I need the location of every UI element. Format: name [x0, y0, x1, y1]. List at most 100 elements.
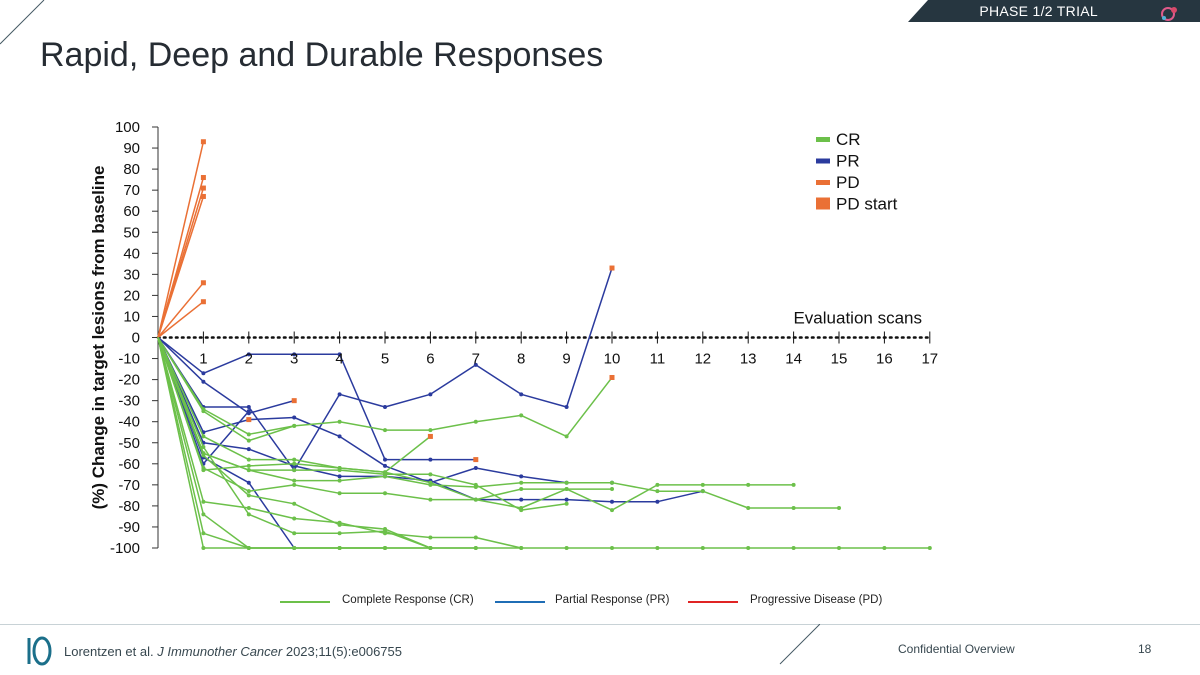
cr-data-point [201, 407, 206, 412]
pr-data-point [246, 404, 251, 409]
cr-data-point [746, 506, 751, 511]
y-tick-label: 0 [132, 330, 140, 347]
pd-series-line [157, 141, 205, 338]
cr-data-point [246, 546, 251, 550]
cr-series-line [157, 337, 295, 436]
cr-data-point [700, 482, 705, 487]
y-tick-label: 30 [123, 266, 140, 283]
cr-data-point [201, 512, 206, 517]
phase-banner [908, 0, 1200, 22]
y-tick-label: 20 [123, 287, 140, 304]
pd-start-marker [200, 185, 206, 191]
cr-data-point [655, 546, 660, 550]
cr-data-point [337, 478, 342, 483]
pd-start-marker [200, 280, 206, 286]
pd-start-marker [291, 398, 297, 404]
phase-label: PHASE 1/2 TRIAL [979, 3, 1098, 19]
legend-pd-line [688, 601, 738, 603]
cr-data-point [292, 516, 297, 521]
cr-data-point [428, 472, 433, 477]
cr-data-point [383, 529, 387, 534]
y-tick-label: 10 [123, 308, 140, 325]
pr-data-point [337, 352, 342, 357]
cr-data-point [201, 499, 206, 504]
cr-data-point [246, 463, 251, 468]
cr-data-point [610, 487, 614, 492]
cr-data-point [473, 497, 478, 502]
cr-data-point [201, 453, 206, 458]
y-tick-label: -90 [118, 519, 140, 536]
cr-data-point [292, 501, 297, 506]
pr-data-point [246, 409, 251, 414]
pd-start-marker [200, 139, 206, 145]
cr-data-point [519, 546, 524, 550]
cr-data-point [473, 535, 478, 540]
legend-pdstart-label: PD start [836, 195, 898, 214]
pr-data-point [519, 474, 524, 479]
y-tick-label: -10 [118, 351, 140, 368]
legend-pd-swatch [816, 180, 830, 185]
x-tick-label: 2 [245, 351, 253, 368]
pr-data-point [610, 499, 614, 504]
pd-start-marker [246, 417, 252, 423]
cr-data-point [337, 522, 342, 527]
pr-data-point [383, 404, 387, 409]
footer-decoration [0, 624, 1200, 665]
legend-pd-label: Progressive Disease (PD) [750, 594, 883, 606]
y-axis-label: (%) Change in target lesions from baseli… [89, 166, 108, 510]
y-tick-label: 50 [123, 224, 140, 241]
x-tick-label: 9 [562, 351, 570, 368]
x-tick-label: 17 [921, 351, 938, 368]
cr-data-point [383, 546, 387, 550]
x-tick-label: 16 [876, 351, 893, 368]
pd-start-marker [473, 457, 479, 463]
cr-data-point [564, 501, 569, 506]
y-tick-label: -70 [118, 477, 140, 494]
cr-data-point [292, 482, 297, 487]
cr-data-point [610, 508, 614, 513]
x-axis-label: Evaluation scans [793, 309, 922, 328]
pr-data-point [201, 371, 206, 376]
cr-data-point [292, 531, 297, 536]
cr-data-point [246, 432, 251, 437]
y-tick-label: 60 [123, 203, 140, 220]
pr-data-point [428, 392, 433, 397]
pr-series-line [157, 336, 295, 415]
cr-data-point [337, 419, 342, 424]
cr-series-line [157, 337, 839, 509]
citation-prefix: Lorentzen et al. [64, 644, 158, 659]
cr-data-point [292, 423, 297, 428]
pr-data-point [519, 392, 524, 397]
cr-data-point [564, 546, 569, 550]
cr-data-point [473, 419, 478, 424]
pr-data-point [246, 447, 251, 452]
cr-data-point [610, 480, 614, 485]
x-tick-label: 7 [472, 351, 480, 368]
y-tick-label: 90 [123, 140, 140, 157]
corner-decoration [0, 0, 45, 45]
pd-start-marker [200, 299, 206, 305]
x-tick-label: 8 [517, 351, 525, 368]
cr-data-point [428, 535, 433, 540]
y-tick-label: -80 [118, 498, 140, 515]
pr-data-point [246, 352, 251, 357]
cr-data-point [564, 480, 569, 485]
pr-data-point [201, 379, 206, 384]
confidential-label: Confidential Overview [898, 642, 1015, 656]
x-tick-label: 5 [381, 351, 389, 368]
y-tick-label: -100 [110, 540, 140, 557]
pr-data-point [337, 392, 342, 397]
cr-data-point [610, 546, 614, 550]
cr-data-point [201, 444, 206, 449]
cr-data-point [473, 546, 478, 550]
legend-cr-line [280, 601, 330, 603]
cr-data-point [246, 489, 251, 494]
cr-data-point [746, 546, 751, 550]
pr-data-point [655, 499, 660, 504]
cr-data-point [337, 531, 342, 536]
cr-data-point [428, 546, 433, 550]
y-tick-label: -50 [118, 435, 140, 452]
cr-data-point [882, 546, 887, 550]
pd-start-marker [427, 433, 433, 439]
pd-start-marker [609, 265, 615, 271]
